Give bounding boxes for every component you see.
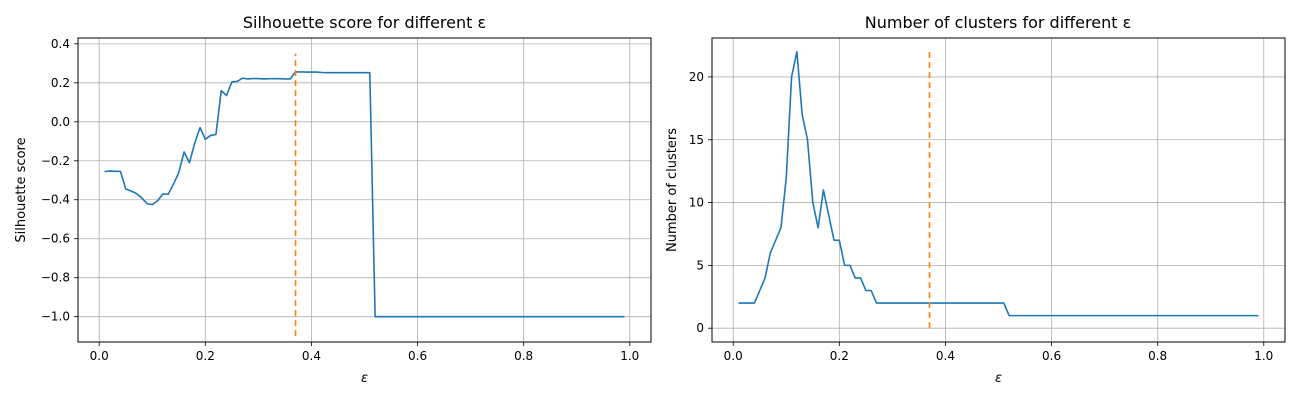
clusters-grid	[712, 38, 1285, 342]
clusters-y-tick-label: 5	[696, 258, 704, 272]
clusters-series-line	[738, 51, 1259, 317]
silhouette-y-tick-label: −0.4	[41, 193, 70, 207]
silhouette-y-tick-label: 0.2	[51, 76, 70, 90]
clusters-x-axis-label: ε	[995, 371, 1002, 386]
silhouette-chart-title: Silhouette score for different ε	[243, 13, 486, 32]
clusters-y-axis-label: Number of clusters	[665, 128, 680, 252]
silhouette-y-axis-label: Silhouette score	[14, 137, 29, 242]
clusters-y-tick-label: 0	[696, 321, 704, 335]
silhouette-plot-frame	[77, 37, 652, 343]
silhouette-x-tick-label: 0.0	[90, 349, 109, 363]
silhouette-x-tick-label: 0.4	[302, 349, 321, 363]
silhouette-x-tick-label: 1.0	[620, 349, 639, 363]
silhouette-x-axis-label: ε	[361, 371, 368, 386]
clusters-x-tick-label: 0.8	[1148, 349, 1167, 363]
silhouette-ticks: 0.0 0.2 0.4 0.6 0.8 1.0 0.4 0.2 0.0 −0.2 −0.4 −0.6 −…	[41, 37, 639, 363]
silhouette-marks	[104, 53, 625, 337]
clusters-x-tick-label: 0.4	[936, 349, 955, 363]
clusters-y-tick-label: 10	[689, 196, 704, 210]
silhouette-y-tick-label: −0.2	[41, 154, 70, 168]
silhouette-subplot: Silhouette score for different ε 0.0 0.2 0…	[14, 13, 652, 386]
clusters-chart-title: Number of clusters for different ε	[865, 13, 1131, 32]
silhouette-grid	[78, 38, 651, 342]
silhouette-x-tick-label: 0.2	[196, 349, 215, 363]
silhouette-x-tick-label: 0.6	[408, 349, 427, 363]
silhouette-x-tick-label: 0.8	[514, 349, 533, 363]
silhouette-y-tick-label: −1.0	[41, 310, 70, 324]
silhouette-y-tick-label: −0.8	[41, 271, 70, 285]
clusters-x-tick-label: 0.6	[1042, 349, 1061, 363]
clusters-x-tick-label: 0.0	[724, 349, 743, 363]
clusters-subplot: Number of clusters for different ε 0.0 0.…	[665, 13, 1286, 386]
clusters-plot-frame	[711, 37, 1286, 343]
silhouette-y-tick-label: 0.0	[51, 115, 70, 129]
silhouette-y-tick-label: 0.4	[51, 37, 70, 51]
clusters-ticks: 0.0 0.2 0.4 0.6 0.8 1.0 20 15 10 5 0	[689, 70, 1274, 363]
clusters-x-tick-label: 0.2	[830, 349, 849, 363]
clusters-y-tick-label: 15	[689, 133, 704, 147]
silhouette-y-tick-label: −0.6	[41, 232, 70, 246]
silhouette-series-line	[104, 71, 625, 318]
clusters-marks	[738, 51, 1259, 329]
clusters-y-tick-label: 20	[689, 70, 704, 84]
clusters-x-tick-label: 1.0	[1254, 349, 1273, 363]
